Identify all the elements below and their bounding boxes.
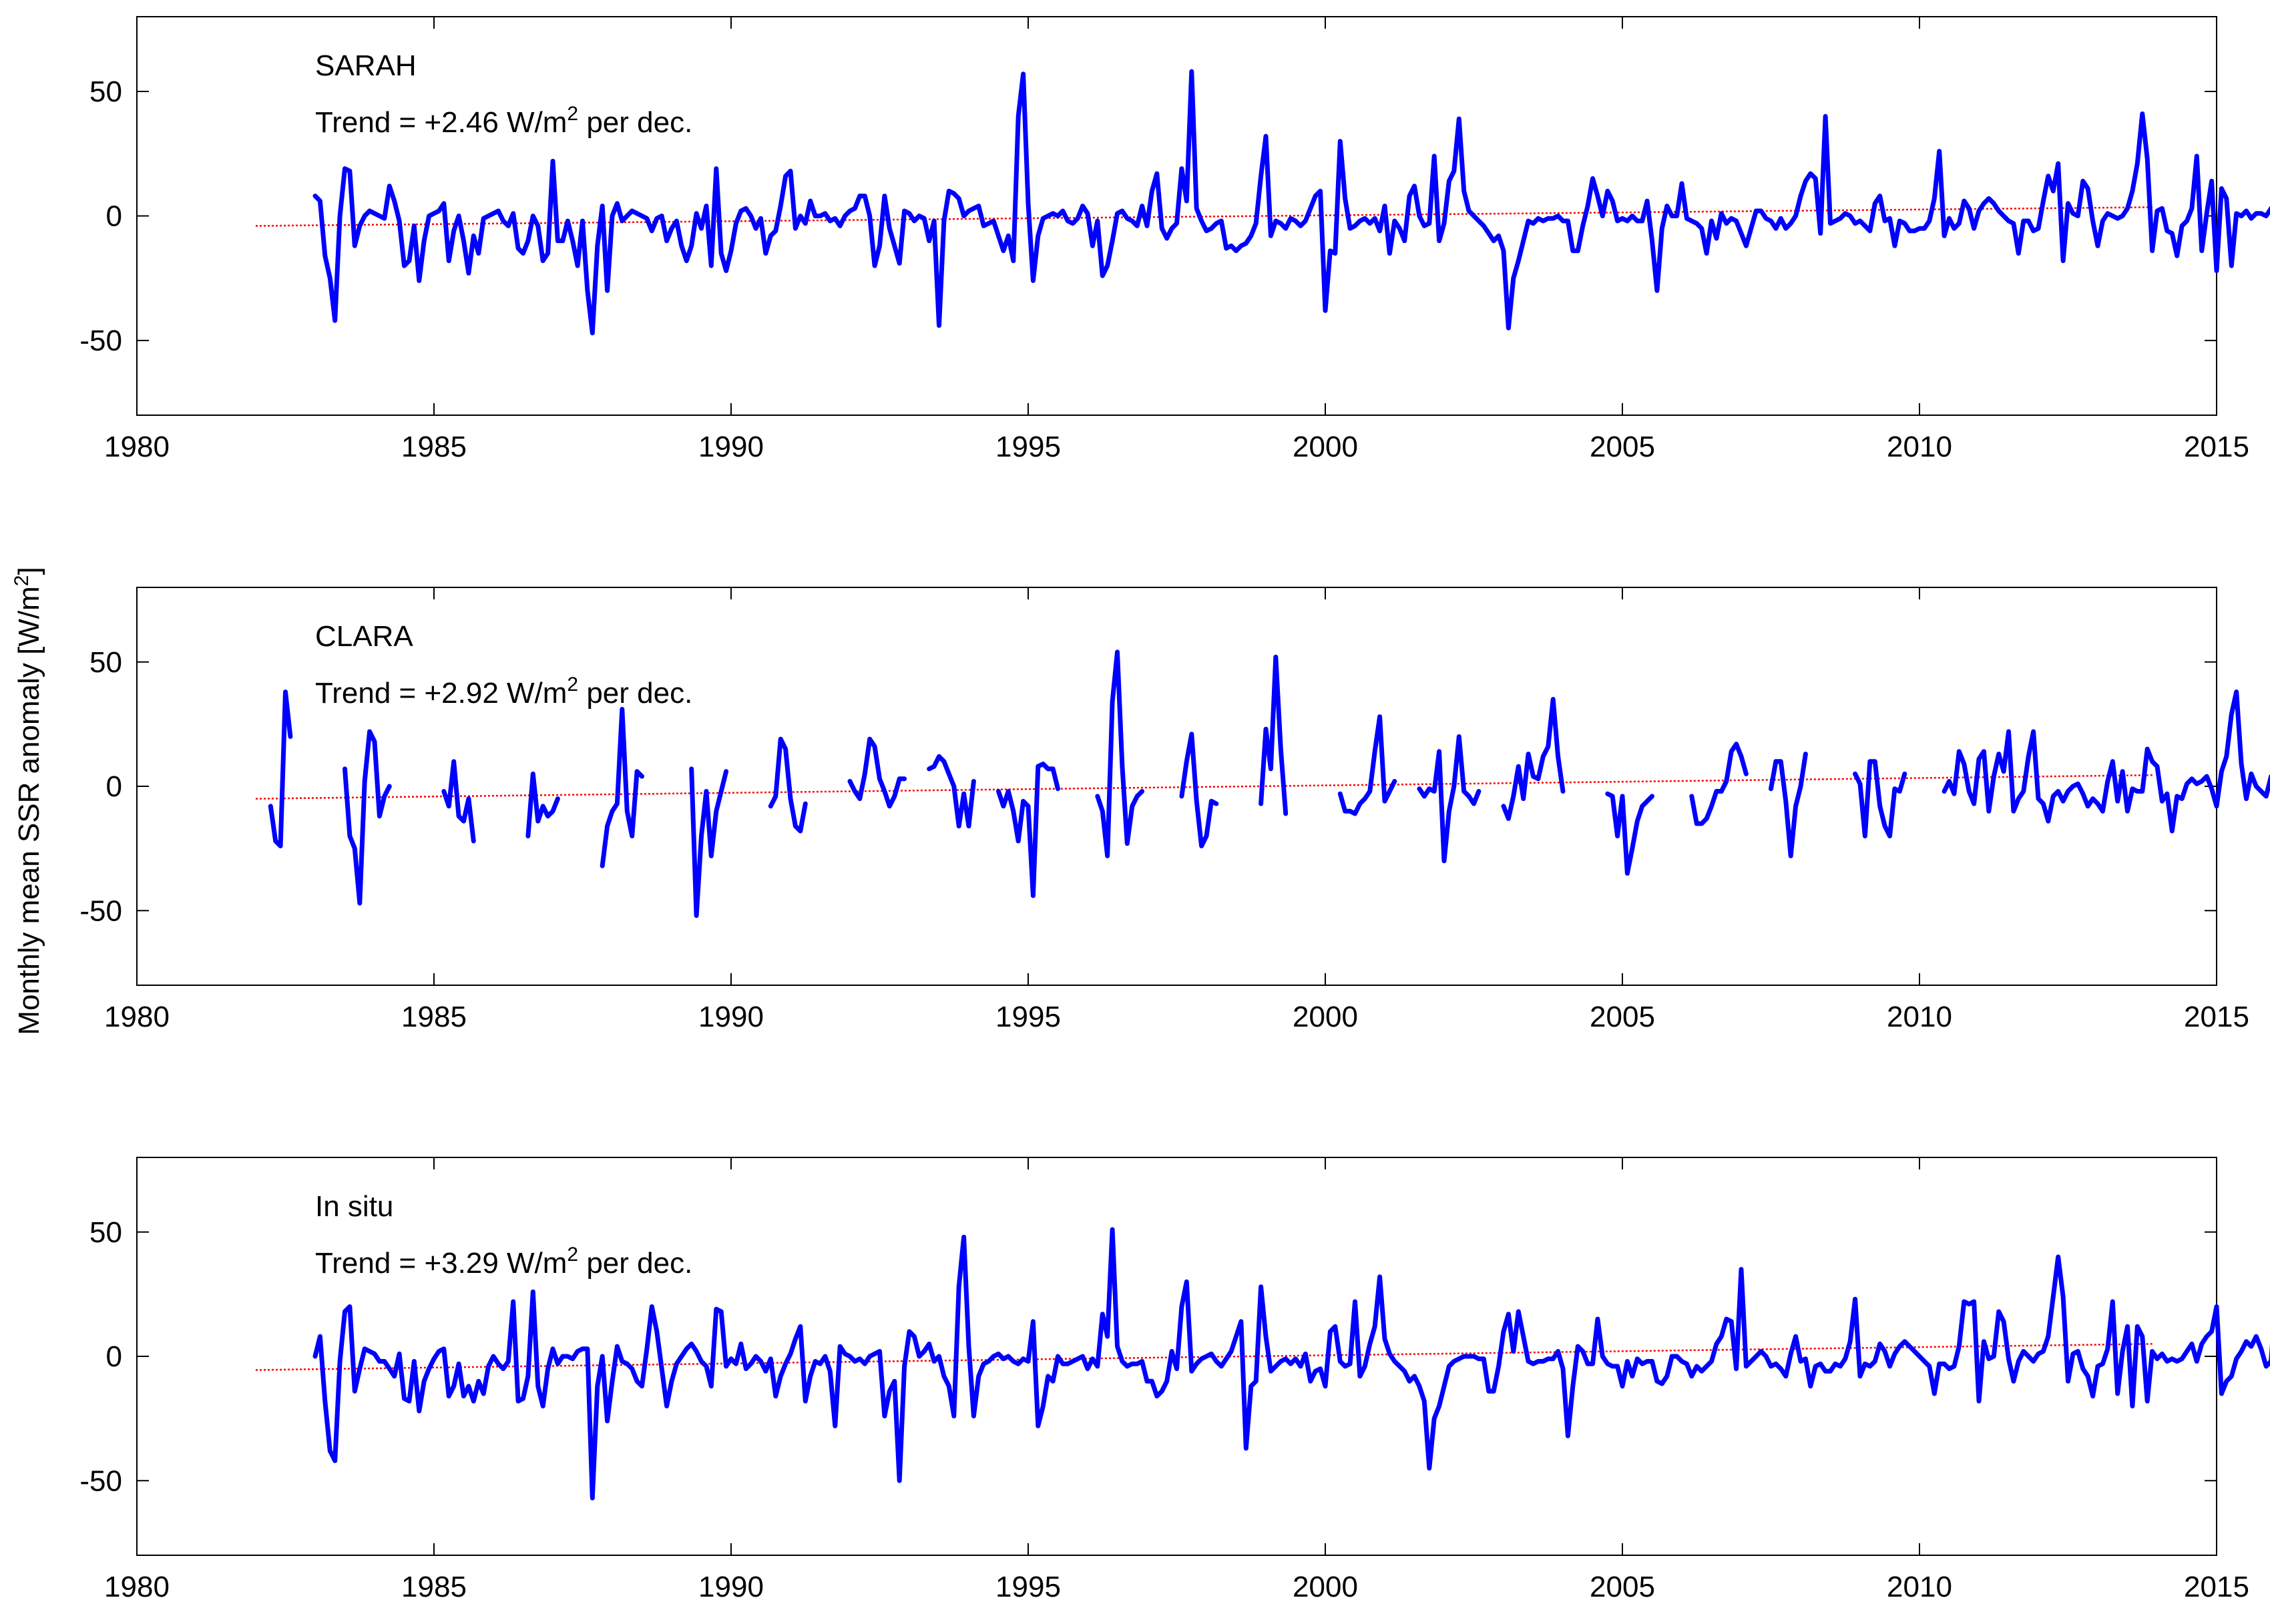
data-series-line bbox=[312, 1227, 2270, 1501]
x-tick-label: 1995 bbox=[995, 1571, 1061, 1603]
chart-panel-3: 1980 1985 1990 1995 2000 2005 2010 2015 50 0 -50 In… bbox=[79, 1157, 2270, 1603]
x-tick-label: 2005 bbox=[1590, 1571, 1655, 1603]
ylabel-superscript: 2 bbox=[11, 575, 33, 587]
trend-unit: per dec. bbox=[578, 106, 692, 139]
y-tick-label: 50 bbox=[89, 646, 122, 679]
trend-annotation: Trend = +2.46 W/m2 per dec. bbox=[315, 103, 692, 139]
x-tick-label: 1990 bbox=[698, 431, 764, 463]
trend-superscript: 2 bbox=[567, 673, 578, 696]
y-tick-label: 0 bbox=[106, 1340, 122, 1373]
trend-superscript: 2 bbox=[567, 103, 578, 125]
x-tick-label: 1980 bbox=[104, 1001, 170, 1033]
x-tick-label: 2000 bbox=[1293, 1001, 1358, 1033]
chart-panel-1: 1980 1985 1990 1995 2000 2005 2010 2015 50 0 -50 SA… bbox=[79, 16, 2270, 463]
y-tick-label: -50 bbox=[79, 1464, 122, 1497]
data-series-line bbox=[268, 649, 2270, 918]
trend-annotation: Trend = +2.92 W/m2 per dec. bbox=[315, 673, 692, 710]
ylabel-end: ] bbox=[13, 567, 45, 575]
x-tick-label: 2000 bbox=[1293, 1571, 1358, 1603]
chart-panel-2: 1980 1985 1990 1995 2000 2005 2010 2015 50 0 -50 CL… bbox=[79, 587, 2270, 1033]
ylabel-text: Monthly mean SSR anomaly [W/m bbox=[13, 586, 45, 1035]
trend-text: Trend = +2.46 W/m bbox=[315, 106, 567, 139]
figure-ylabel: Monthly mean SSR anomaly [W/m2] bbox=[11, 567, 45, 1035]
trend-superscript: 2 bbox=[567, 1244, 578, 1266]
x-tick-label: 2015 bbox=[2184, 1571, 2249, 1603]
x-tick-label: 1980 bbox=[104, 1571, 170, 1603]
x-tick-label: 1980 bbox=[104, 431, 170, 463]
y-tick-label: -50 bbox=[79, 894, 122, 927]
x-tick-label: 1985 bbox=[401, 431, 467, 463]
x-tick-label: 2000 bbox=[1293, 431, 1358, 463]
trend-text: Trend = +3.29 W/m bbox=[315, 1247, 567, 1280]
trend-annotation: Trend = +3.29 W/m2 per dec. bbox=[315, 1244, 692, 1280]
x-tick-label: 2005 bbox=[1590, 1001, 1655, 1033]
x-tick-label: 2010 bbox=[1887, 1571, 1952, 1603]
trend-text: Trend = +2.92 W/m bbox=[315, 677, 567, 710]
y-tick-label: 0 bbox=[106, 200, 122, 233]
x-tick-label: 1985 bbox=[401, 1571, 467, 1603]
panel-title: CLARA bbox=[315, 620, 413, 653]
trend-unit: per dec. bbox=[578, 1247, 692, 1280]
y-tick-label: 0 bbox=[106, 770, 122, 803]
x-tick-label: 2010 bbox=[1887, 1001, 1952, 1033]
panel-title: SARAH bbox=[315, 49, 417, 82]
data-series-line bbox=[312, 69, 2270, 336]
x-tick-label: 1985 bbox=[401, 1001, 467, 1033]
x-tick-label: 1995 bbox=[995, 1001, 1061, 1033]
y-tick-label: 50 bbox=[89, 75, 122, 108]
x-tick-label: 1990 bbox=[698, 1001, 764, 1033]
x-tick-label: 2010 bbox=[1887, 431, 1952, 463]
trend-unit: per dec. bbox=[578, 677, 692, 710]
x-tick-label: 2015 bbox=[2184, 1001, 2249, 1033]
y-tick-label: -50 bbox=[79, 324, 122, 357]
x-tick-label: 1995 bbox=[995, 431, 1061, 463]
y-tick-label: 50 bbox=[89, 1216, 122, 1249]
x-tick-label: 1990 bbox=[698, 1571, 764, 1603]
x-tick-label: 2015 bbox=[2184, 431, 2249, 463]
panel-title: In situ bbox=[315, 1190, 393, 1223]
x-tick-label: 2005 bbox=[1590, 431, 1655, 463]
